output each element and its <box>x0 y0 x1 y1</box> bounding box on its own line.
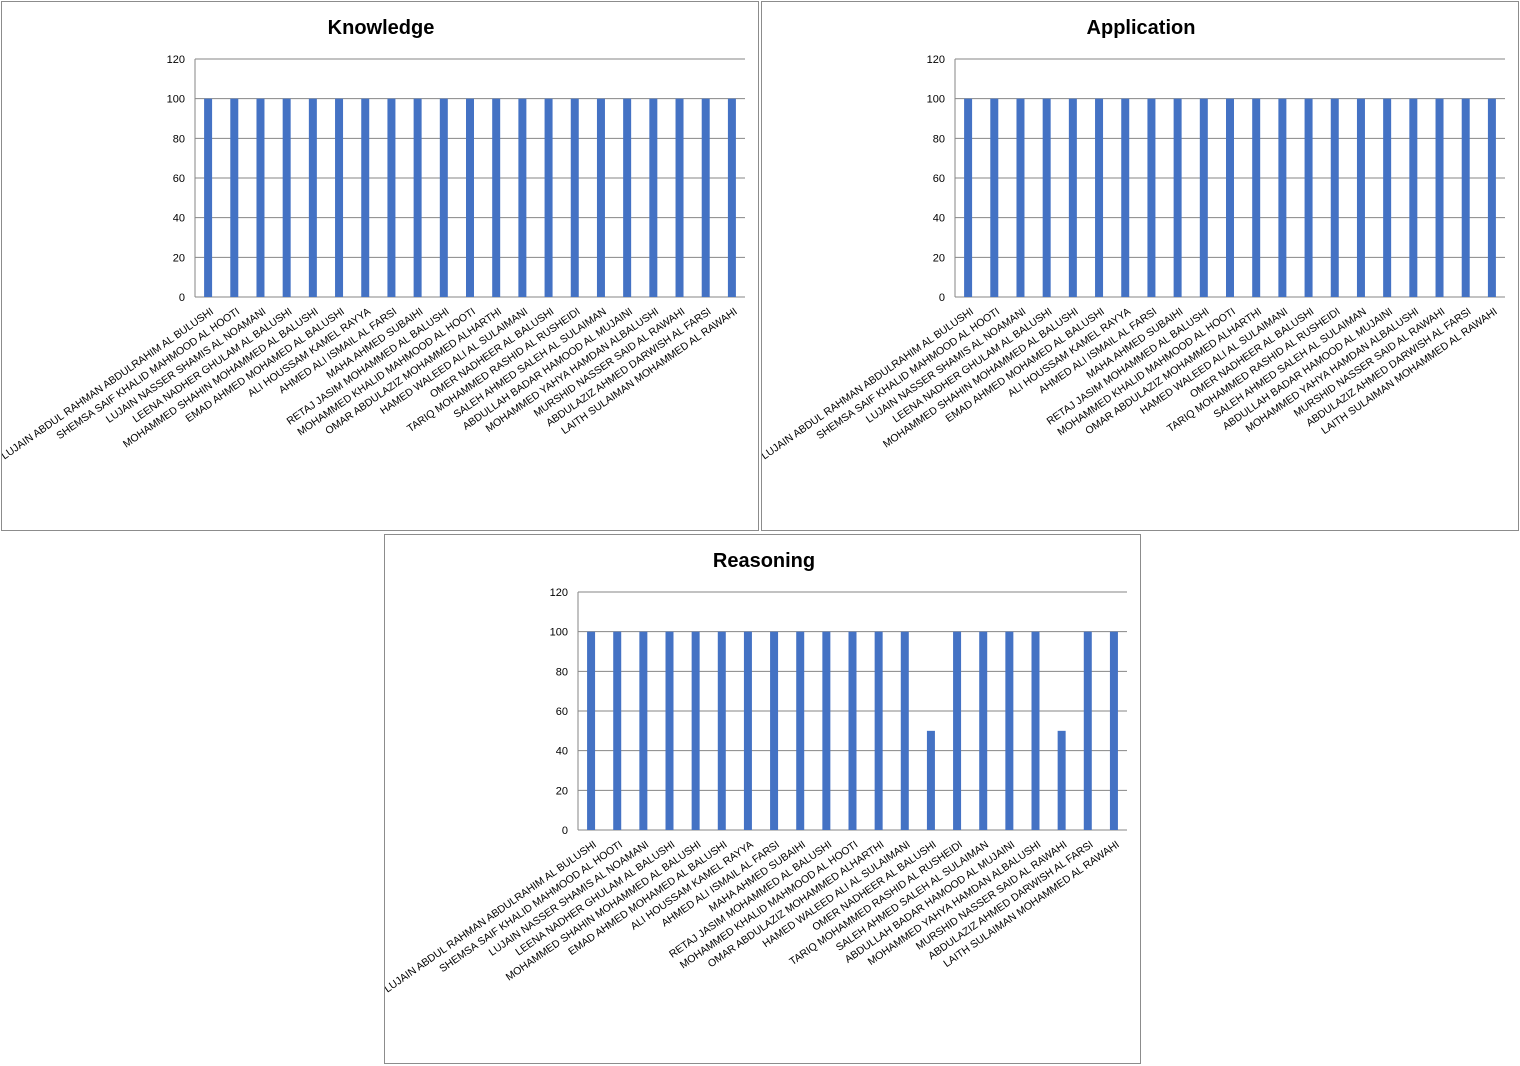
bar <box>1083 631 1092 830</box>
bar <box>1252 98 1261 298</box>
y-tick-label: 20 <box>556 785 568 797</box>
bar <box>717 631 726 830</box>
bar <box>770 631 779 830</box>
bar <box>335 98 344 298</box>
y-tick-label: 0 <box>179 292 185 304</box>
bar <box>439 98 448 298</box>
bar <box>596 98 605 298</box>
y-tick-label: 100 <box>167 94 185 106</box>
y-tick-label: 60 <box>173 173 185 185</box>
bar <box>848 631 857 830</box>
chart-title: Reasoning <box>713 550 815 572</box>
bar <box>1199 98 1208 298</box>
bar <box>1031 631 1040 830</box>
bar <box>1487 98 1496 298</box>
bar <box>361 98 370 298</box>
y-tick-label: 120 <box>167 54 185 66</box>
bar <box>1435 98 1444 298</box>
y-tick-label: 100 <box>927 94 945 106</box>
application-chart: Application 0 20 40 60 80 100 120 LUJAIN ABDUL … <box>761 1 1519 531</box>
reasoning-chart: Reasoning 0 20 40 60 80 100 120 LUJAIN ABDUL RA… <box>384 534 1141 1064</box>
y-tick-label: 40 <box>556 746 568 758</box>
y-tick-label: 20 <box>173 252 185 264</box>
chart-title: Knowledge <box>328 17 435 39</box>
bar <box>1057 730 1066 830</box>
bar <box>701 98 710 298</box>
bar <box>649 98 658 298</box>
y-tick-label: 40 <box>933 213 945 225</box>
bar <box>570 98 579 298</box>
y-tick-label: 0 <box>939 292 945 304</box>
bar <box>990 98 999 298</box>
bar <box>727 98 736 298</box>
bar <box>544 98 553 298</box>
bar <box>282 98 291 298</box>
bar <box>1173 98 1182 298</box>
bar <box>953 631 962 830</box>
y-tick-label: 80 <box>933 133 945 145</box>
bar <box>1016 98 1025 298</box>
bar <box>204 98 213 298</box>
bar <box>623 98 632 298</box>
bar <box>1226 98 1234 298</box>
bar <box>822 631 831 830</box>
bar <box>613 631 622 830</box>
bar <box>1005 631 1014 830</box>
bar <box>743 631 752 830</box>
bar <box>1095 98 1104 298</box>
bar <box>964 98 973 298</box>
y-tick-label: 40 <box>173 213 185 225</box>
bar <box>665 631 674 830</box>
bar <box>492 98 501 298</box>
chart-title: Application <box>1087 17 1196 39</box>
bar <box>1042 98 1051 298</box>
bar <box>675 98 684 298</box>
bar <box>796 631 805 830</box>
y-tick-label: 20 <box>933 252 945 264</box>
bar <box>518 98 527 298</box>
bar <box>587 631 596 830</box>
bar <box>691 631 700 830</box>
bar <box>256 98 265 298</box>
bar <box>1278 98 1287 298</box>
y-tick-label: 100 <box>550 627 568 639</box>
bar <box>926 730 935 830</box>
y-tick-label: 0 <box>562 825 568 837</box>
bar <box>639 631 648 830</box>
bar <box>1383 98 1392 298</box>
bar <box>308 98 317 298</box>
y-tick-label: 120 <box>927 54 945 66</box>
bar <box>413 98 422 298</box>
bar <box>1147 98 1156 298</box>
bar <box>1356 98 1365 298</box>
bar <box>230 98 239 298</box>
y-tick-label: 120 <box>550 587 568 599</box>
bar <box>1461 98 1470 298</box>
bar <box>1304 98 1313 298</box>
bar <box>1121 98 1130 298</box>
bar <box>874 631 883 830</box>
y-tick-label: 80 <box>556 666 568 678</box>
bar <box>466 98 474 298</box>
bar <box>1109 631 1118 830</box>
y-tick-label: 60 <box>556 706 568 718</box>
bar <box>979 631 988 830</box>
y-tick-label: 80 <box>173 133 185 145</box>
bar <box>1330 98 1339 298</box>
bar <box>900 631 909 830</box>
bar <box>387 98 396 298</box>
bar <box>1068 98 1077 298</box>
knowledge-chart: Knowledge 0 20 40 60 80 100 120 LUJAIN ABDUL RA… <box>1 1 759 531</box>
bar <box>1409 98 1418 298</box>
y-tick-label: 60 <box>933 173 945 185</box>
